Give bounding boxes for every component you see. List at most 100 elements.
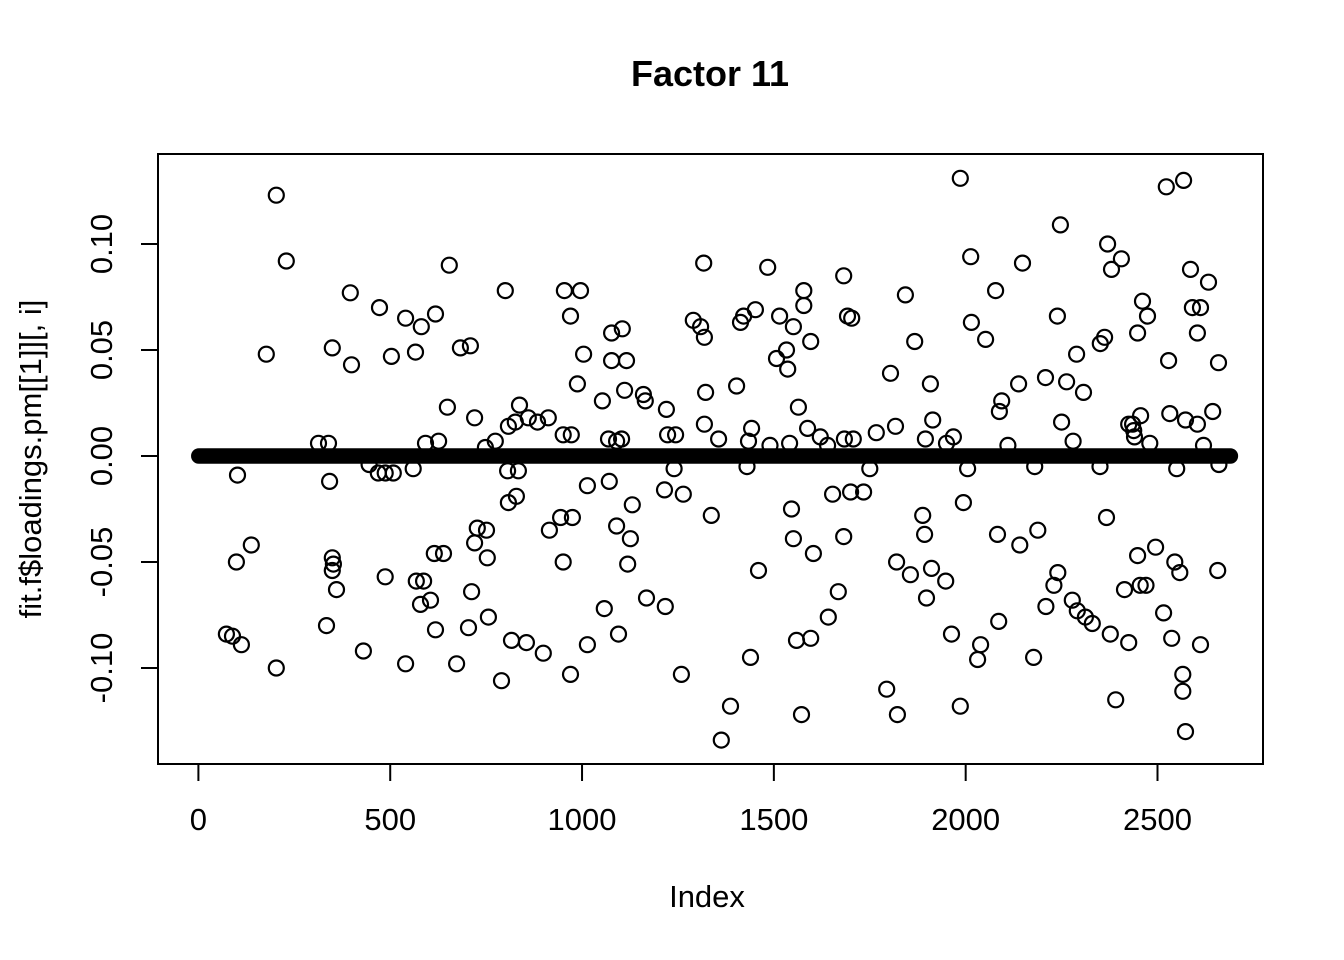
data-point (1024, 648, 1043, 667)
data-point (656, 597, 674, 616)
data-point (636, 392, 654, 410)
data-point (789, 398, 808, 416)
data-point (607, 517, 626, 535)
data-point (695, 328, 714, 346)
data-point (779, 360, 797, 378)
data-point (1174, 171, 1193, 189)
data-point (637, 589, 656, 607)
data-point (798, 419, 817, 437)
data-point (324, 555, 342, 573)
data-point (430, 432, 448, 450)
data-point (1029, 521, 1047, 539)
data-point (819, 608, 837, 626)
data-point (841, 483, 860, 501)
data-point (517, 633, 536, 652)
data-point (602, 352, 621, 370)
x-tick-label: 2500 (1123, 802, 1192, 837)
data-point (534, 644, 552, 662)
data-point (1057, 373, 1076, 391)
data-point (988, 525, 1007, 544)
data-point (844, 430, 862, 448)
data-point (1159, 352, 1178, 370)
y-tick-label: 0.00 (84, 426, 119, 486)
data-point (599, 430, 618, 448)
data-point (937, 434, 956, 452)
data-point (951, 169, 969, 187)
data-point (323, 561, 341, 580)
data-point (924, 411, 942, 429)
data-point (1188, 324, 1207, 342)
data-point (397, 655, 415, 673)
data-point (404, 460, 422, 478)
data-point (888, 705, 907, 724)
data-point (1120, 633, 1138, 652)
data-point (896, 286, 915, 304)
data-point (407, 572, 425, 590)
data-point (777, 341, 796, 359)
data-point (1176, 411, 1195, 429)
data-point (223, 627, 242, 645)
data-point (666, 426, 685, 444)
data-point (1107, 691, 1125, 709)
data-point (1101, 625, 1119, 643)
data-point (1091, 458, 1109, 476)
data-point (742, 419, 761, 437)
data-point (578, 636, 597, 654)
data-point (1009, 375, 1028, 393)
data-point (727, 377, 746, 395)
data-point (623, 496, 641, 514)
data-point (1083, 614, 1101, 633)
data-point (1067, 345, 1086, 363)
data-point (1199, 273, 1218, 291)
data-point (1141, 434, 1159, 452)
data-point (1052, 413, 1071, 431)
data-point (1133, 292, 1152, 310)
data-point (802, 629, 820, 647)
data-point (1210, 455, 1228, 474)
data-point (802, 332, 820, 351)
data-point (1154, 604, 1173, 622)
data-point (499, 462, 517, 480)
data-point (602, 324, 621, 342)
data-point (916, 430, 935, 448)
data-point (528, 413, 547, 431)
y-tick-label: 0.05 (84, 320, 119, 380)
data-point (539, 409, 557, 427)
data-point (540, 521, 559, 539)
data-point (990, 612, 1008, 631)
y-tick-label: 0.10 (84, 214, 119, 274)
data-point (1128, 324, 1147, 342)
data-point (615, 381, 634, 399)
data-point (496, 282, 514, 300)
data-point (459, 619, 478, 637)
data-point (780, 434, 799, 452)
data-point (1026, 458, 1044, 476)
data-point (1064, 432, 1082, 450)
data-point (228, 466, 247, 484)
data-point (227, 553, 245, 571)
data-point (999, 436, 1017, 454)
data-point (709, 430, 728, 448)
data-point (731, 313, 750, 331)
plot-border (157, 153, 1264, 765)
data-point (571, 282, 590, 300)
data-point (921, 375, 940, 393)
data-point (1174, 682, 1192, 700)
data-point (354, 642, 372, 660)
data-point (461, 337, 479, 355)
data-point (770, 307, 789, 325)
data-point (782, 500, 801, 518)
x-axis-label: Index (669, 879, 745, 914)
data-point (854, 483, 873, 501)
x-tick-label: 0 (190, 802, 207, 837)
data-point (555, 282, 574, 300)
data-point (406, 343, 425, 361)
data-point (696, 383, 715, 401)
data-point (478, 549, 496, 567)
data-point (595, 599, 613, 618)
data-point (968, 650, 987, 669)
data-point (795, 282, 813, 300)
data-point (621, 530, 640, 548)
data-point (568, 375, 587, 393)
